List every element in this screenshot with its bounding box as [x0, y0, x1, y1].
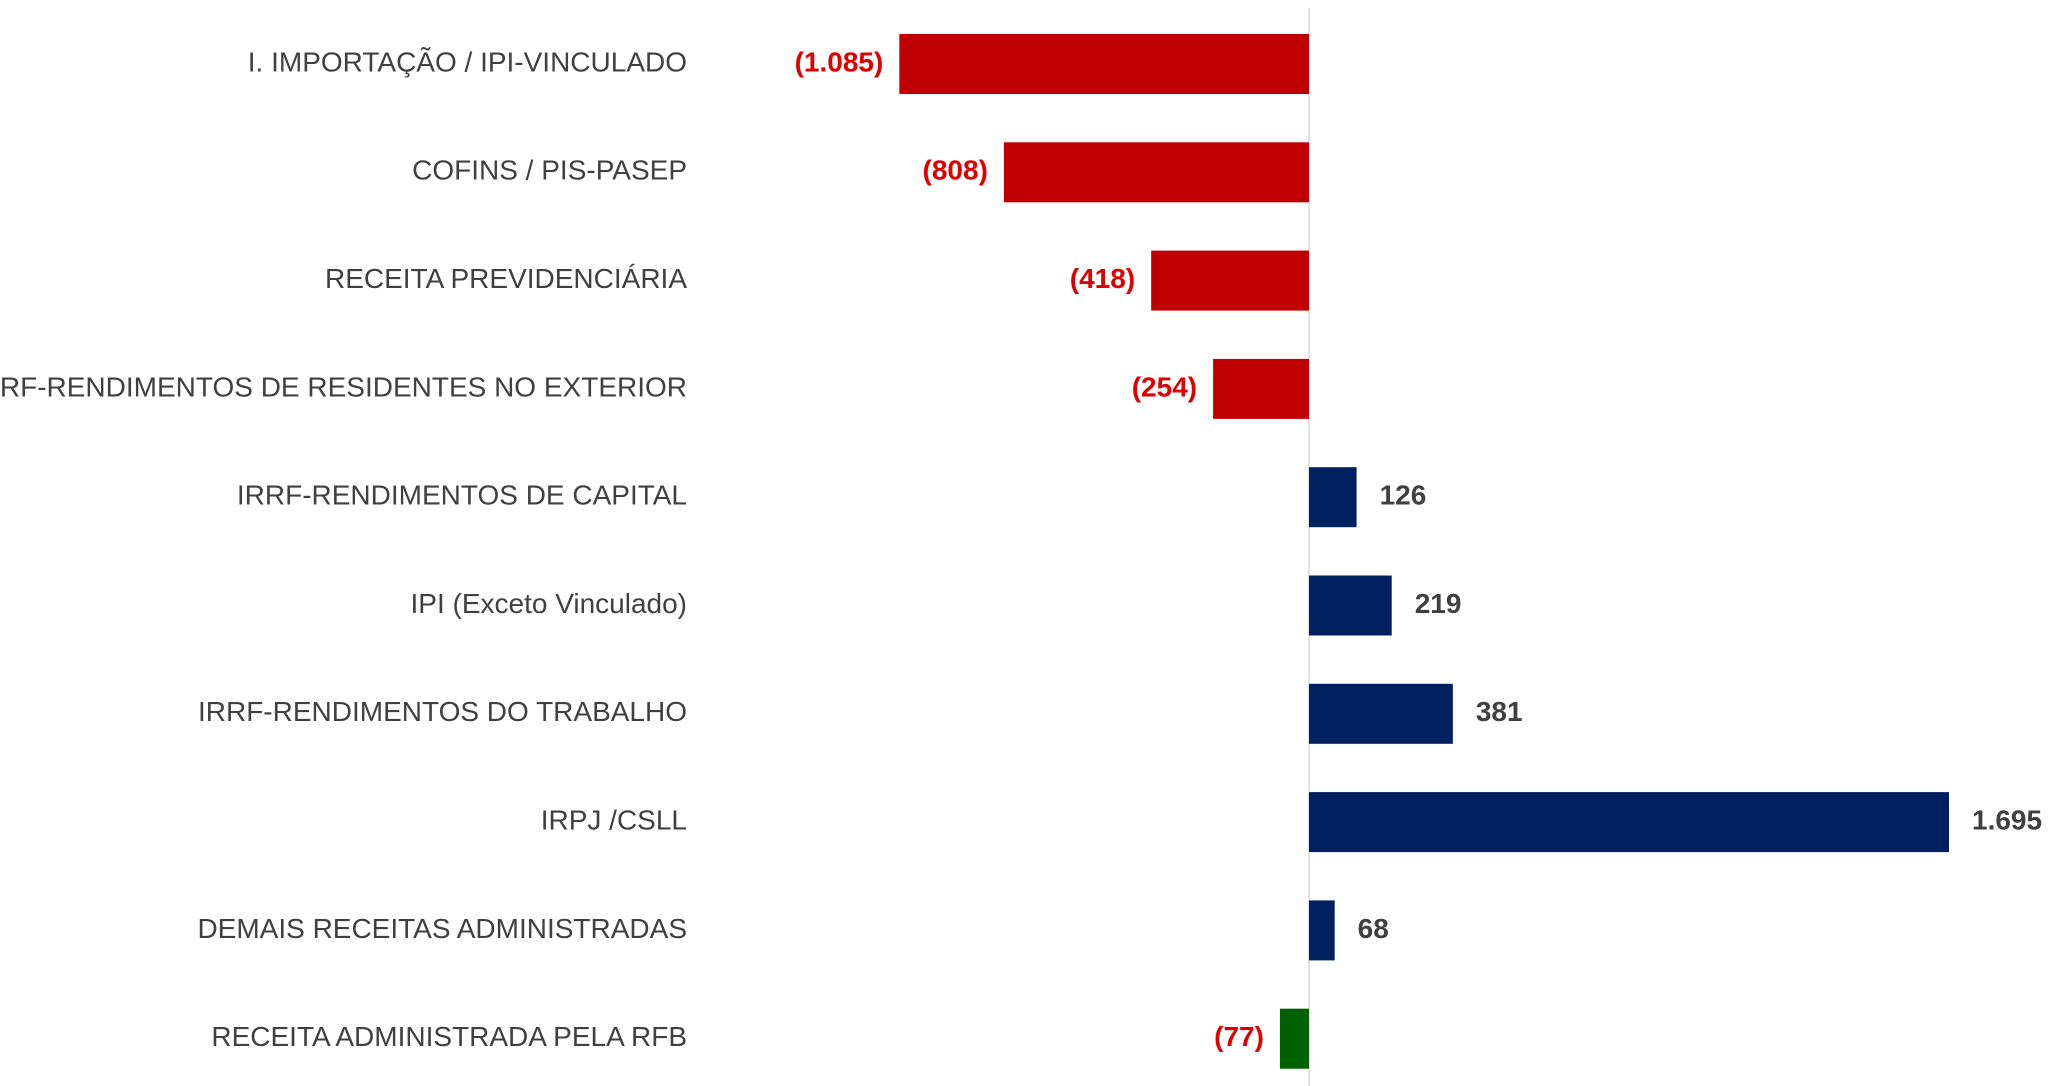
bar: [1279, 1008, 1309, 1069]
category-label: DEMAIS RECEITAS ADMINISTRADAS: [197, 913, 687, 944]
data-label: 219: [1415, 588, 1462, 619]
category-label: RECEITA PREVIDENCIÁRIA: [325, 263, 687, 294]
bar: [1213, 358, 1309, 419]
category-label: IRRF-RENDIMENTOS DE RESIDENTES NO EXTERI…: [0, 371, 687, 402]
category-label: COFINS / PIS-PASEP: [412, 155, 687, 186]
category-label: RECEITA ADMINISTRADA PELA RFB: [211, 1021, 687, 1052]
category-label: IRRF-RENDIMENTOS DO TRABALHO: [198, 696, 687, 727]
data-label: (1.085): [795, 46, 884, 77]
data-label: (254): [1132, 371, 1197, 402]
category-label: IPI (Exceto Vinculado): [410, 588, 687, 619]
data-label: 1.695: [1972, 804, 2042, 835]
bar: [1309, 467, 1357, 528]
data-label: (808): [923, 155, 988, 186]
category-label: IRPJ /CSLL: [541, 804, 687, 835]
bar: [899, 34, 1309, 94]
data-label: (418): [1070, 263, 1135, 294]
category-label: IRRF-RENDIMENTOS DE CAPITAL: [237, 480, 687, 511]
category-label: I. IMPORTAÇÃO / IPI-VINCULADO: [248, 46, 687, 77]
bar: [1309, 575, 1392, 636]
bar: [1003, 142, 1309, 203]
data-label: (77): [1214, 1021, 1264, 1052]
bar: [1309, 900, 1335, 961]
data-label: 381: [1476, 696, 1523, 727]
bar: [1151, 250, 1309, 311]
bar: [1309, 683, 1453, 744]
bar: [1309, 792, 1949, 853]
data-label: 126: [1380, 480, 1427, 511]
data-label: 68: [1358, 913, 1389, 944]
